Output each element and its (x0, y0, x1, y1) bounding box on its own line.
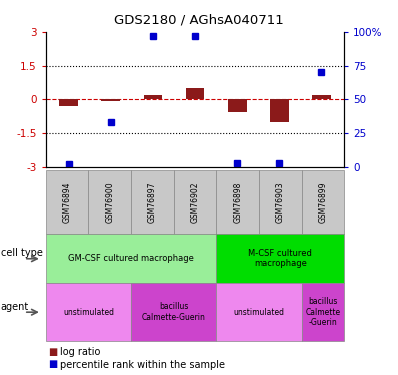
Text: GSM76903: GSM76903 (276, 181, 285, 223)
Text: GSM76902: GSM76902 (191, 181, 199, 223)
Text: GDS2180 / AGhsA040711: GDS2180 / AGhsA040711 (114, 13, 284, 26)
Bar (312, 95, 331, 99)
Bar (101, 99, 121, 100)
Text: unstimulated: unstimulated (63, 308, 114, 316)
Text: ■: ■ (48, 347, 57, 357)
Text: GSM76899: GSM76899 (318, 181, 328, 223)
Text: agent: agent (1, 302, 29, 312)
Text: bacillus
Calmette
-Guerin: bacillus Calmette -Guerin (305, 297, 341, 327)
Text: bacillus
Calmette-Guerin: bacillus Calmette-Guerin (142, 303, 206, 322)
Bar (270, 99, 289, 122)
Text: M-CSF cultured
macrophage: M-CSF cultured macrophage (248, 249, 312, 268)
Text: GSM76894: GSM76894 (62, 181, 72, 223)
Text: cell type: cell type (1, 248, 43, 258)
Text: percentile rank within the sample: percentile rank within the sample (60, 360, 225, 369)
Text: GSM76898: GSM76898 (233, 181, 242, 223)
Bar (228, 99, 246, 112)
Text: GSM76897: GSM76897 (148, 181, 157, 223)
Text: ■: ■ (48, 360, 57, 369)
Bar (185, 88, 205, 99)
Bar (59, 99, 78, 106)
Text: unstimulated: unstimulated (234, 308, 285, 316)
Text: log ratio: log ratio (60, 347, 100, 357)
Text: GM-CSF cultured macrophage: GM-CSF cultured macrophage (68, 254, 194, 263)
Text: GSM76900: GSM76900 (105, 181, 114, 223)
Bar (144, 95, 162, 99)
